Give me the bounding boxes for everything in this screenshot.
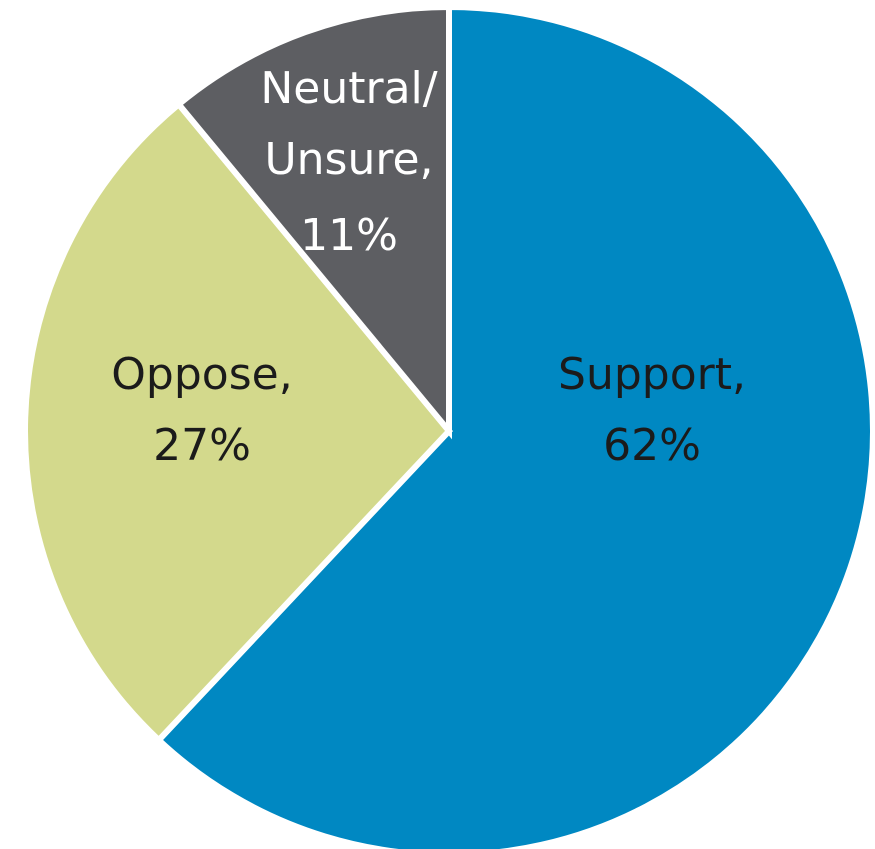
slice-label-neutral-line1: Neutral/ xyxy=(260,63,437,114)
slice-label-oppose-line1: Oppose, xyxy=(111,349,292,400)
slice-label-support-line2: 62% xyxy=(603,420,701,471)
slice-label-neutral-line2: Unsure, xyxy=(264,134,433,185)
slice-label-neutral-line3: 11% xyxy=(300,210,398,261)
slice-label-oppose-line2: 27% xyxy=(153,420,251,471)
slice-label-support-line1: Support, xyxy=(558,349,746,400)
